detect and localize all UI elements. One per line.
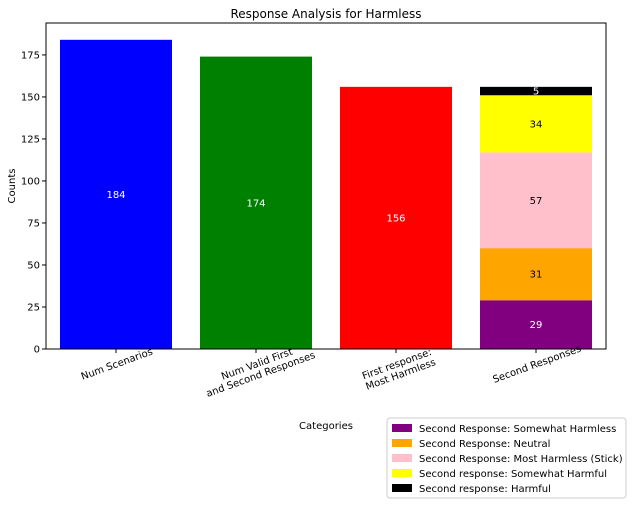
stacked-bar-segment xyxy=(480,86,592,96)
legend-swatch xyxy=(392,439,412,447)
x-tick-label: First response:Most Harmless xyxy=(361,347,438,393)
chart-title: Response Analysis for Harmless xyxy=(230,7,421,21)
legend-swatch xyxy=(392,424,412,432)
segment-value-label: 5 xyxy=(533,87,539,98)
bar-value-label: 184 xyxy=(106,190,125,201)
bar xyxy=(340,86,452,350)
y-tick-label: 0 xyxy=(34,345,40,356)
stacked-bar-segment xyxy=(480,95,592,153)
plot-frame xyxy=(45,22,607,350)
legend-entry-label: Second response: Somewhat Harmful xyxy=(419,469,607,480)
segment-value-label: 57 xyxy=(530,196,543,207)
y-tick-label: 75 xyxy=(27,218,40,229)
legend-entry-label: Second Response: Neutral xyxy=(419,439,550,450)
segment-value-label: 34 xyxy=(530,119,543,130)
x-tick-label: Second Responses xyxy=(491,344,582,386)
segment-value-label: 31 xyxy=(530,270,543,281)
legend-swatch xyxy=(392,469,412,477)
y-axis: 0 25 50 75 100 125 150 175 xyxy=(21,50,46,356)
y-tick-label: 125 xyxy=(21,134,40,145)
bar-value-label: 156 xyxy=(386,213,405,224)
plot-area: 184 174 156 29 31 57 34 5 xyxy=(60,39,592,350)
stacked-bar-segment xyxy=(480,248,592,301)
stacked-bar-segment xyxy=(480,300,592,349)
legend-swatch xyxy=(392,484,412,492)
bar xyxy=(200,56,312,349)
legend-entry-label: Second Response: Somewhat Harmless xyxy=(419,424,616,435)
legend-swatch xyxy=(392,454,412,462)
legend-entry-label: Second response: Harmful xyxy=(419,484,551,495)
legend: Second Response: Somewhat Harmless Second… xyxy=(386,417,627,499)
y-tick-label: 100 xyxy=(21,176,40,187)
segment-value-label: 29 xyxy=(530,320,543,331)
y-axis-label: Counts xyxy=(7,169,18,204)
bar-value-label: 174 xyxy=(246,198,265,209)
x-tick-label-line: Second Responses xyxy=(491,344,582,386)
y-tick-label: 175 xyxy=(21,50,40,61)
y-tick-label: 50 xyxy=(27,260,40,271)
legend-entry-label: Second Response: Most Harmless (Stick) xyxy=(419,454,623,465)
legend-frame xyxy=(386,417,627,499)
x-axis-label: Categories xyxy=(299,421,353,432)
y-tick-label: 25 xyxy=(27,302,40,313)
y-tick-label: 150 xyxy=(21,92,40,103)
stacked-bar-segment xyxy=(480,152,592,249)
x-tick-label-line: Num Scenarios xyxy=(80,347,155,383)
x-tick-label: Num Scenarios xyxy=(80,347,155,383)
bar xyxy=(60,39,172,349)
